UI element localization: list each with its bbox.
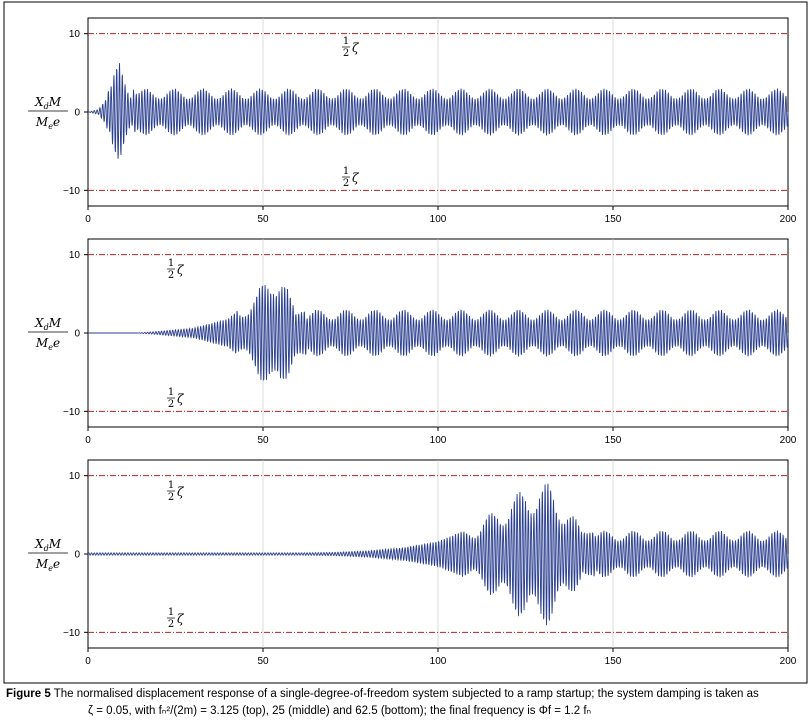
x-tick-label: 200 (780, 214, 797, 225)
svg-text:1: 1 (343, 36, 349, 47)
svg-text:ζ: ζ (177, 485, 185, 499)
x-tick-label: 0 (85, 435, 91, 446)
x-ticks-top: 0 50 100 150 200 (85, 206, 797, 225)
x-tick-label: 200 (780, 656, 797, 667)
y-tick-label: 10 (69, 250, 81, 261)
x-tick-label: 50 (257, 214, 269, 225)
x-tick-label: 100 (430, 435, 447, 446)
svg-text:ζ: ζ (352, 171, 360, 185)
annotation-half-zeta-top-upper: 1 2 ζ (342, 36, 360, 59)
series-line (87, 483, 789, 626)
signal-top (87, 63, 789, 159)
svg-text:Mee: Mee (35, 557, 60, 573)
svg-text:ζ: ζ (177, 612, 185, 626)
x-ticks-middle: 0 50 100 150 200 (85, 427, 797, 446)
reference-lines-bottom (88, 475, 788, 633)
y-tick-label: 10 (69, 471, 81, 482)
svg-text:ζ: ζ (352, 41, 360, 55)
svg-text:XdM: XdM (34, 95, 62, 111)
reference-lines-middle (88, 254, 788, 412)
y-ticks-top: 10 0 −10 (63, 29, 88, 197)
y-ticks-bottom: 10 0 −10 (63, 471, 88, 639)
y-tick-label: 0 (74, 329, 80, 340)
reference-lines-top (88, 33, 788, 191)
x-tick-label: 100 (430, 214, 447, 225)
svg-text:2: 2 (168, 270, 174, 281)
series-line (88, 284, 789, 381)
svg-text:2: 2 (343, 178, 349, 189)
x-tick-label: 100 (430, 656, 447, 667)
y-tick-label: −10 (63, 407, 80, 418)
svg-text:Mee: Mee (35, 115, 60, 131)
svg-text:Mee: Mee (35, 336, 60, 352)
y-tick-label: −10 (63, 628, 80, 639)
signal-bottom (87, 483, 789, 626)
x-tick-label: 0 (85, 656, 91, 667)
ylabel-top: XdM Mee (28, 95, 68, 131)
signal-middle (88, 284, 789, 381)
svg-text:1: 1 (168, 607, 174, 618)
svg-text:ζ: ζ (177, 263, 185, 277)
y-tick-label: 0 (74, 550, 80, 561)
svg-text:1: 1 (168, 258, 174, 269)
annotation-half-zeta-middle-upper: 1 2 ζ (167, 258, 185, 281)
ylabel-middle: XdM Mee (28, 316, 68, 352)
svg-text:XdM: XdM (34, 316, 62, 332)
svg-text:1: 1 (168, 480, 174, 491)
caption-label: Figure 5 (6, 688, 51, 700)
annotation-half-zeta-bottom-lower: 1 2 ζ (167, 607, 185, 630)
panel-bottom: 0 50 100 150 200 100−10 XdM Mee 1 2 ζ 1 2 ζ (28, 459, 797, 667)
caption-line2: ζ = 0.05, with fₙ²/(2m) = 3.125 (top), 2… (88, 705, 592, 717)
x-ticks-bottom: 0 50 100 150 200 (85, 648, 797, 667)
annotation-half-zeta-bottom-upper: 1 2 ζ (167, 480, 185, 503)
x-tick-label: 0 (85, 214, 91, 225)
x-tick-label: 150 (605, 435, 622, 446)
svg-text:2: 2 (168, 492, 174, 503)
svg-text:1: 1 (343, 166, 349, 177)
x-tick-label: 50 (257, 656, 269, 667)
panel-middle: 0 50 100 150 200 100−10 XdM Mee 1 2 ζ 1 2 ζ (28, 238, 797, 446)
x-tick-label: 150 (605, 214, 622, 225)
y-tick-label: −10 (63, 186, 80, 197)
x-tick-label: 50 (257, 435, 269, 446)
annotation-half-zeta-top-lower: 1 2 ζ (342, 166, 360, 189)
svg-text:2: 2 (343, 48, 349, 59)
svg-text:ζ: ζ (177, 392, 185, 406)
y-ticks-middle: 10 0 −10 (63, 250, 88, 418)
caption-line1: The normalised displacement response of … (50, 688, 759, 700)
figure-canvas: 0 50 100 150 200 100−10 XdM Mee 1 2 ζ 1 2 ζ … (3, 1, 808, 684)
svg-text:2: 2 (168, 399, 174, 410)
figure-frame (3, 1, 808, 684)
panel-top: 0 50 100 150 200 100−10 XdM Mee 1 2 ζ 1 2 ζ (28, 17, 797, 225)
svg-text:XdM: XdM (34, 537, 62, 553)
x-tick-label: 150 (605, 656, 622, 667)
svg-text:1: 1 (168, 387, 174, 398)
y-tick-label: 10 (69, 29, 81, 40)
y-tick-label: 0 (74, 108, 80, 119)
figure-caption: Figure 5 The normalised displacement res… (6, 686, 806, 720)
x-tick-label: 200 (780, 435, 797, 446)
ylabel-bottom: XdM Mee (28, 537, 68, 573)
annotation-half-zeta-middle-lower: 1 2 ζ (167, 387, 185, 410)
series-line (87, 63, 789, 159)
svg-text:2: 2 (168, 619, 174, 630)
